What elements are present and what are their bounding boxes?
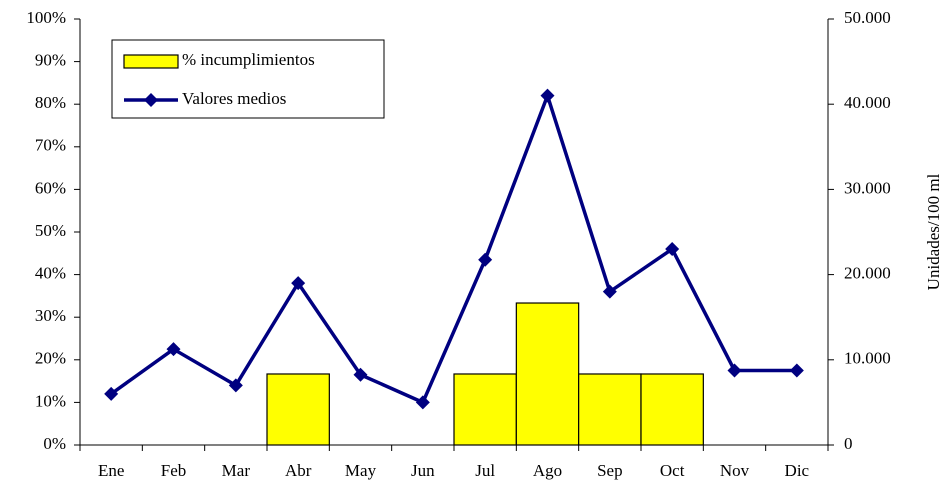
y2-tick-label: 10.000 (844, 349, 891, 368)
x-tick-label: Feb (161, 461, 187, 480)
marker (665, 242, 680, 257)
bar (640, 373, 704, 446)
x-tick-label: Sep (597, 461, 623, 480)
legend-box (111, 39, 385, 119)
marker (789, 363, 804, 378)
y-tick-label: 0% (43, 434, 66, 453)
y-tick-label: 40% (35, 264, 66, 283)
x-tick-label: Oct (660, 461, 685, 480)
y-tick-label: 80% (35, 93, 66, 112)
y-tick-label: 100% (26, 8, 66, 27)
x-tick-label: Ene (98, 461, 124, 480)
y-tick-label: 10% (35, 391, 66, 410)
bar (266, 373, 330, 446)
y2-tick-label: 40.000 (844, 93, 891, 112)
marker (602, 284, 617, 299)
x-tick-label: Abr (285, 461, 312, 480)
line (110, 90, 797, 405)
y-tick-label: 70% (35, 136, 66, 155)
x-tick-label: Mar (222, 461, 251, 480)
y-tick-label: 90% (35, 51, 66, 70)
legend-swatch (123, 54, 179, 69)
marker (727, 363, 742, 378)
y-tick-label: 60% (35, 178, 66, 197)
bar (515, 302, 580, 446)
marker (291, 276, 306, 291)
x-tick-label: May (345, 461, 377, 480)
legend-label: Valores medios (182, 89, 286, 108)
marker (540, 88, 555, 103)
marker (166, 342, 181, 357)
y-tick-label: 50% (35, 221, 66, 240)
y2-tick-label: 30.000 (844, 178, 891, 197)
x-tick-label: Nov (720, 461, 750, 480)
legend-marker (144, 93, 158, 107)
y-tick-label: 30% (35, 306, 66, 325)
marker (478, 252, 493, 267)
y2-tick-label: 20.000 (844, 264, 891, 283)
y2-axis-label: Unidades/100 ml (924, 173, 943, 290)
legend-label: % incumplimientos (182, 50, 315, 69)
x-tick-label: Jun (411, 461, 435, 480)
y2-tick-label: 50.000 (844, 8, 891, 27)
bar (453, 373, 517, 446)
bar (578, 373, 642, 446)
marker (415, 395, 430, 410)
marker (228, 378, 243, 393)
x-tick-label: Ago (533, 461, 562, 480)
x-tick-label: Jul (475, 461, 495, 480)
marker (353, 367, 368, 382)
y2-tick-label: 0 (844, 434, 853, 453)
marker (104, 386, 119, 401)
x-tick-label: Dic (785, 461, 810, 480)
y-tick-label: 20% (35, 349, 66, 368)
